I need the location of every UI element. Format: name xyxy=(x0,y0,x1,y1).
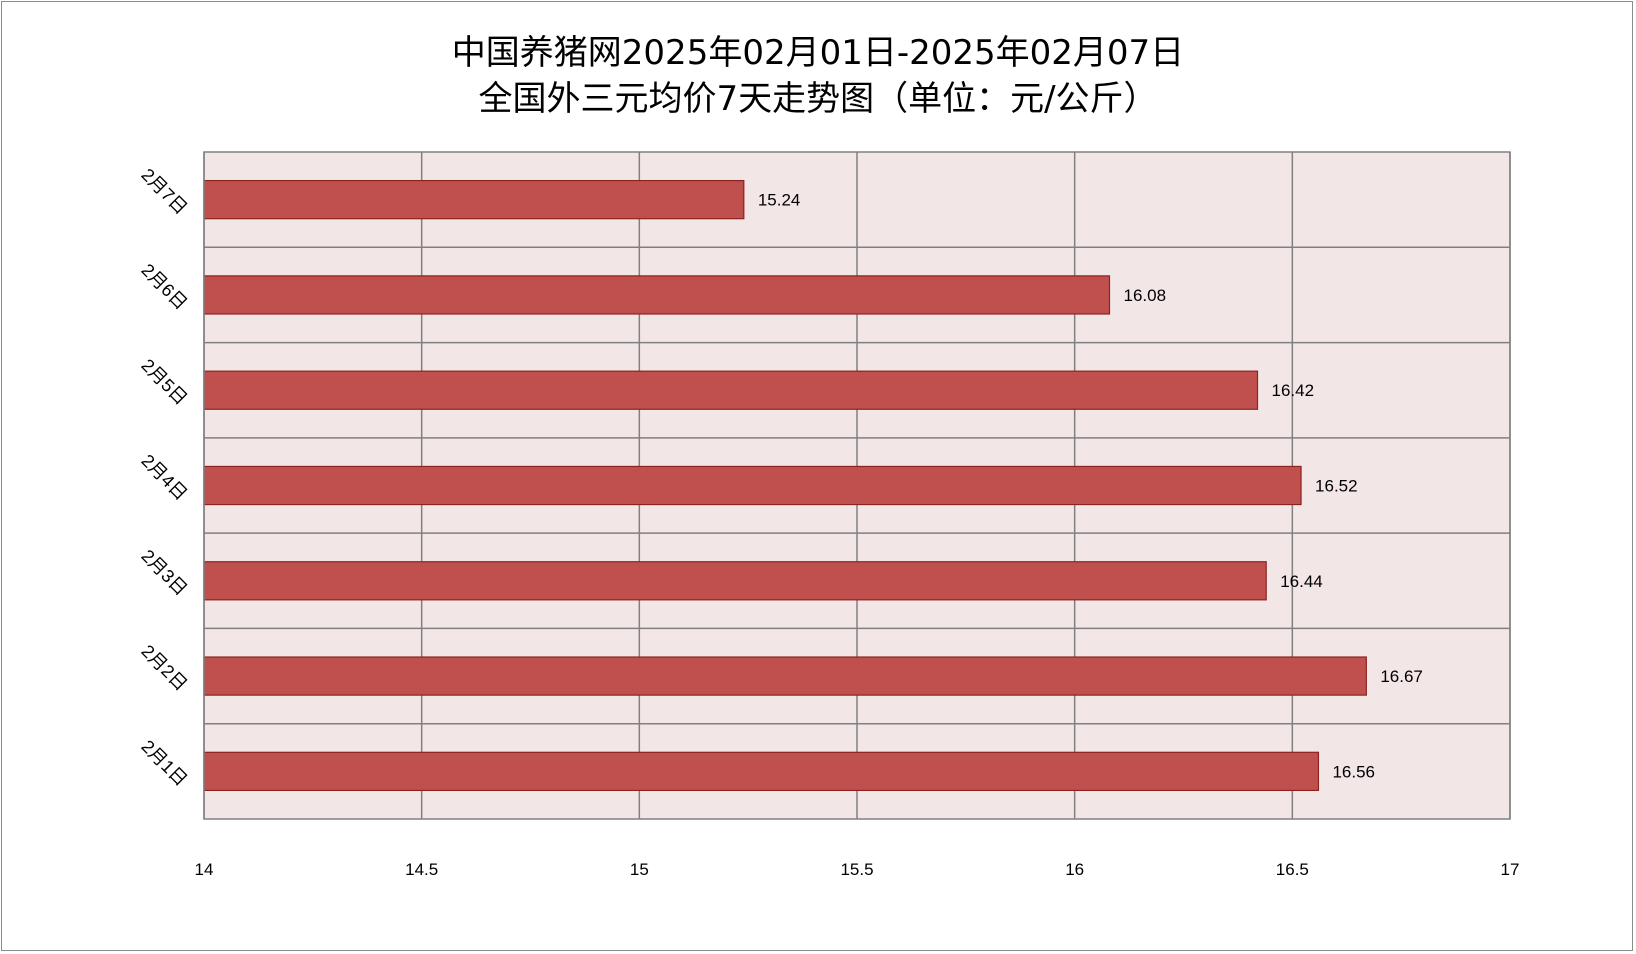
x-tick-label-3: 15.5 xyxy=(840,860,873,879)
x-tick-label-0: 14 xyxy=(195,860,214,879)
data-label-4: 16.52 xyxy=(1315,477,1358,496)
bars xyxy=(203,179,1367,792)
y-tick-label-7: 2月7日 xyxy=(137,165,191,219)
bar-2 xyxy=(203,656,1367,696)
y-tick-label-4: 2月4日 xyxy=(137,450,191,504)
data-label-3: 16.44 xyxy=(1280,572,1323,591)
data-labels: 16.56 16.67 16.44 16.52 16.42 16.08 15.24 xyxy=(758,191,1423,782)
x-tick-label-6: 17 xyxy=(1501,860,1520,879)
bar-5 xyxy=(203,370,1259,410)
bar-7 xyxy=(203,179,745,220)
y-tick-label-1: 2月1日 xyxy=(137,736,191,790)
x-tick-label-5: 16.5 xyxy=(1276,860,1309,879)
y-tick-label-3: 2月3日 xyxy=(137,546,191,600)
y-tick-label-5: 2月5日 xyxy=(137,355,191,409)
x-tick-label-2: 15 xyxy=(630,860,649,879)
y-tick-label-6: 2月6日 xyxy=(137,260,191,314)
y-tick-label-2: 2月2日 xyxy=(137,641,191,695)
bar-3 xyxy=(203,561,1267,601)
data-label-1: 16.56 xyxy=(1332,762,1375,781)
data-label-5: 16.42 xyxy=(1272,381,1315,400)
data-label-7: 15.24 xyxy=(758,191,801,210)
y-axis-labels: 2月1日 2月2日 2月3日 2月4日 2月5日 2月6日 2月7日 xyxy=(137,165,191,790)
chart-title-line1: 中国养猪网2025年02月01日-2025年02月07日 xyxy=(451,33,1185,73)
bar-6 xyxy=(203,275,1111,315)
plot-border xyxy=(203,151,1511,820)
bar-1 xyxy=(203,751,1320,792)
x-tick-label-4: 16 xyxy=(1065,860,1084,879)
chart-title-line2: 全国外三元均价7天走势图（单位：元/公斤） xyxy=(478,79,1158,119)
x-axis-labels: 14 14.5 15 15.5 16 16.5 17 xyxy=(195,860,1520,879)
data-label-2: 16.67 xyxy=(1380,667,1423,686)
x-tick-label-1: 14.5 xyxy=(405,860,438,879)
data-label-6: 16.08 xyxy=(1123,286,1166,305)
bar-4 xyxy=(203,465,1302,506)
